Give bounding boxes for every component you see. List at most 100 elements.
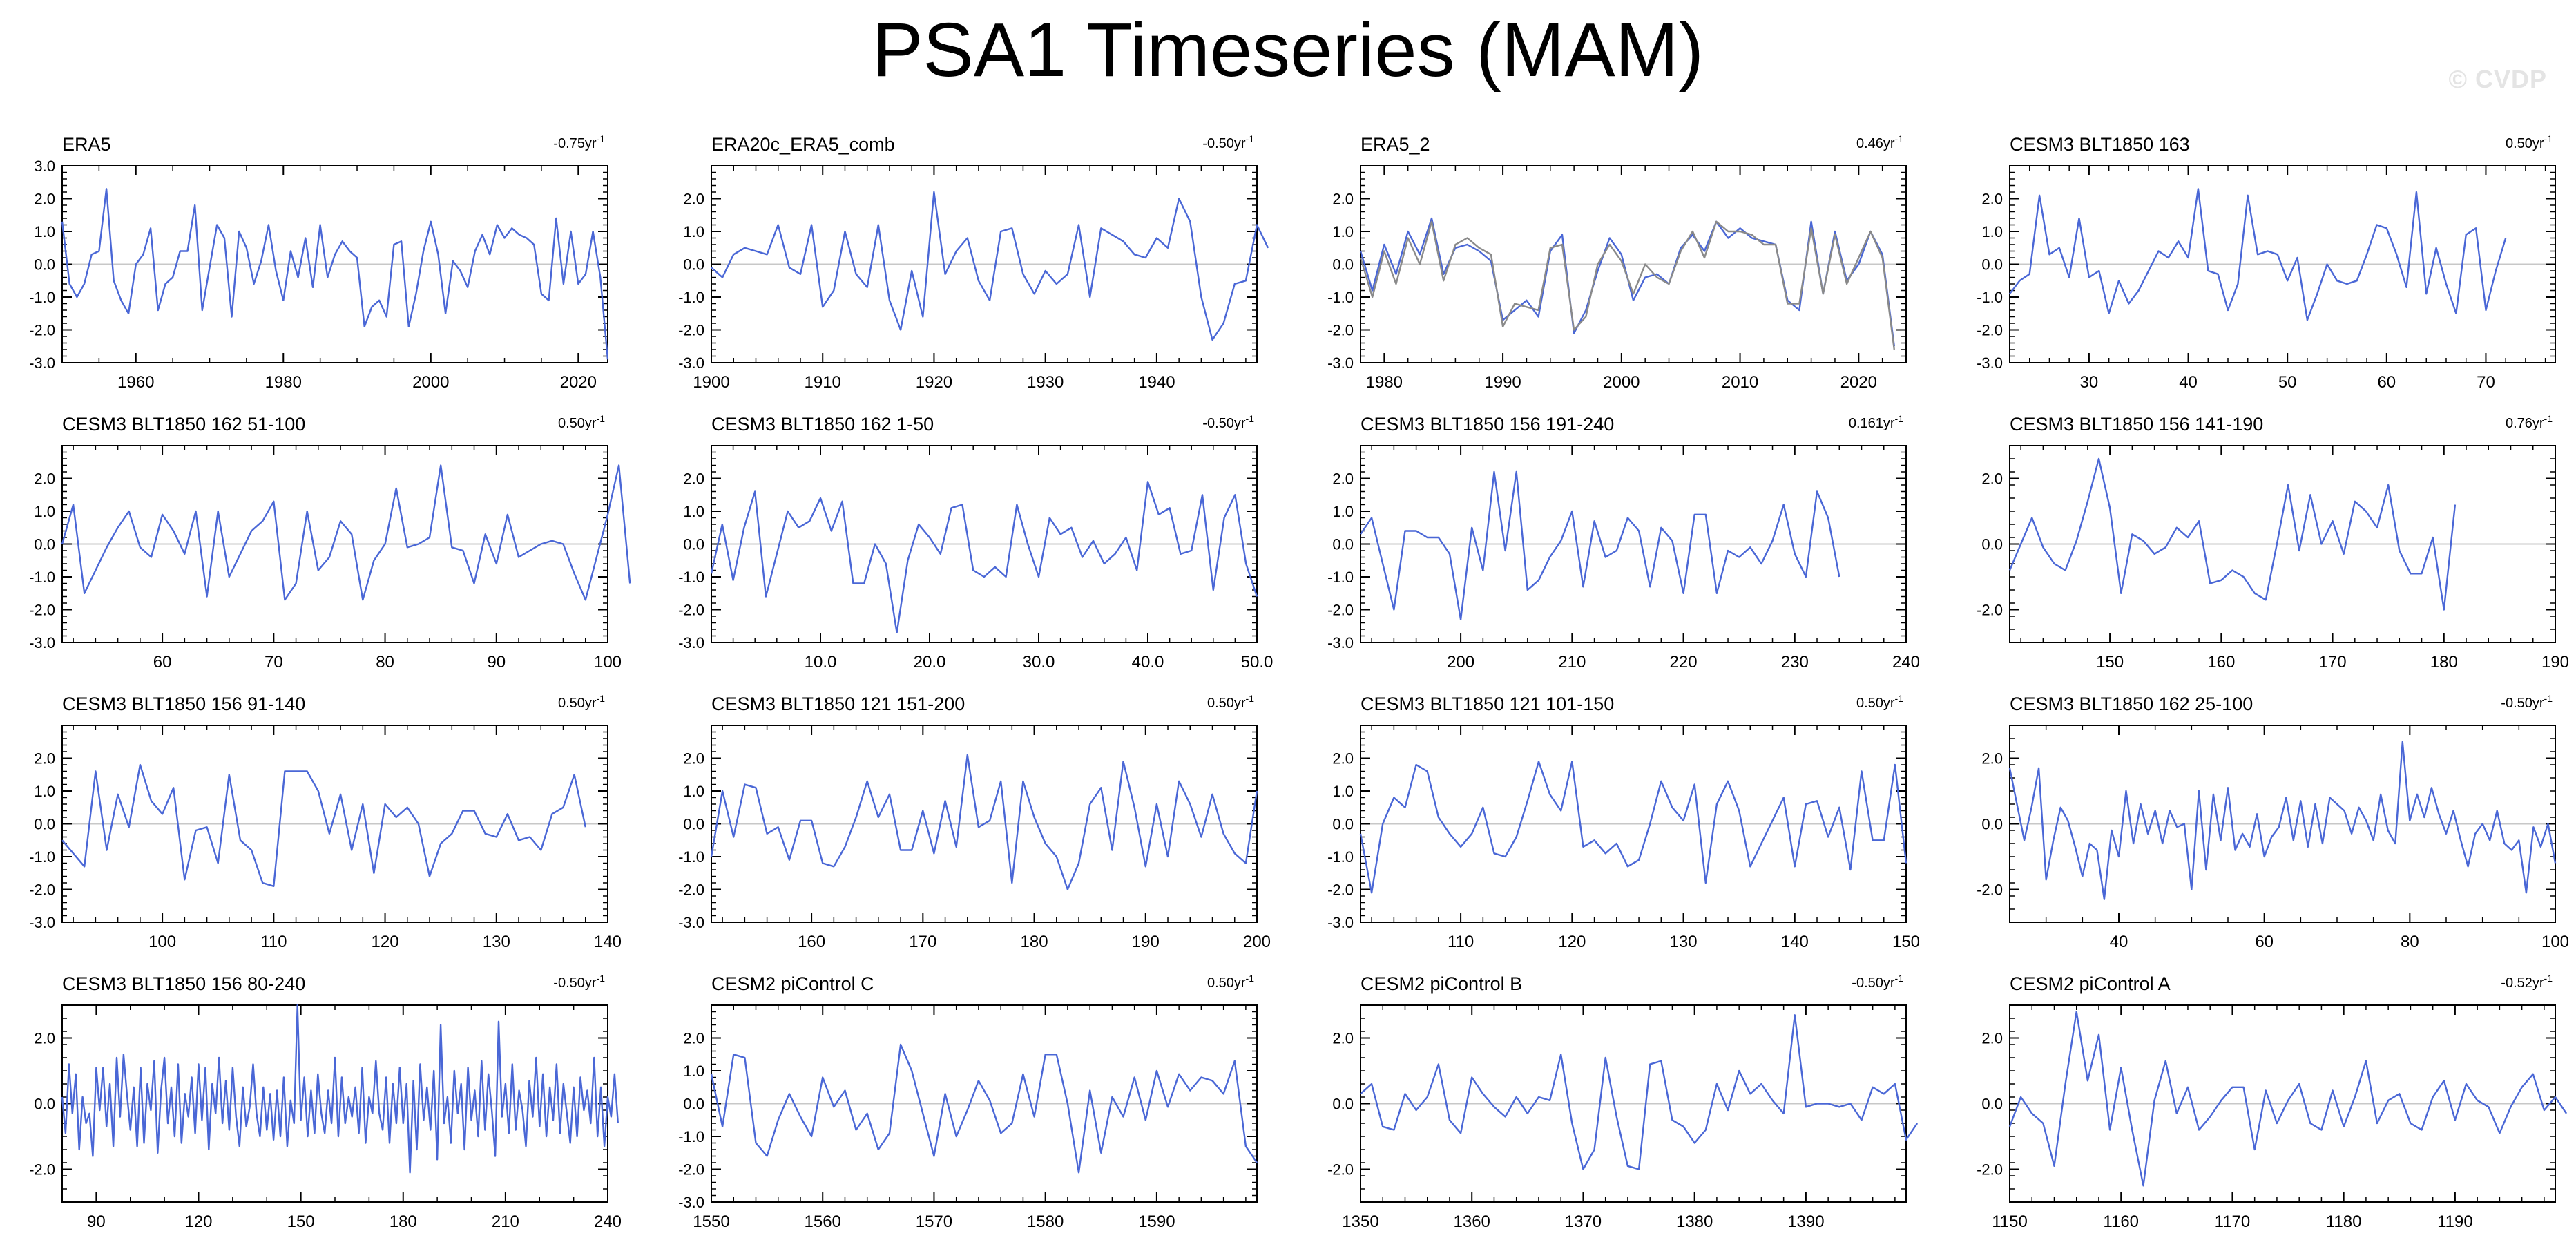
y-tick-label: -2.0 (29, 602, 55, 619)
trend-label: 0.46yr-1 (1856, 133, 1903, 151)
y-tick-label: -1.0 (1977, 289, 2003, 306)
x-tick-label: 1920 (916, 373, 952, 392)
x-tick-label: 2010 (1722, 373, 1758, 392)
y-tick-label: -1.0 (29, 289, 55, 306)
series-line (710, 754, 1258, 890)
y-tick-label: -2.0 (1977, 1161, 2003, 1179)
y-tick-label: 1.0 (1332, 503, 1354, 520)
y-tick-label: 1.0 (34, 503, 55, 520)
x-tick-label: 1900 (693, 373, 729, 392)
chart-title: CESM2 piControl B (1361, 973, 1522, 994)
y-tick-label: 1.0 (1981, 223, 2003, 240)
x-tick-label: 1590 (1138, 1212, 1175, 1231)
series-line (1360, 470, 1840, 620)
y-tick-label: 0.0 (683, 1096, 704, 1113)
y-tick-label: -3.0 (678, 354, 704, 372)
y-tick-label: 2.0 (1332, 1030, 1354, 1047)
x-tick-label: 1980 (1366, 373, 1403, 392)
y-tick-label: 0.0 (1332, 256, 1354, 274)
x-tick-label: 1960 (117, 373, 154, 392)
y-tick-label: -1.0 (678, 569, 704, 586)
series-line (2009, 188, 2507, 321)
x-tick-label: 60 (2377, 373, 2396, 392)
y-tick-label: 1.0 (683, 223, 704, 240)
x-tick-label: 1150 (1992, 1212, 2028, 1231)
chart-title: CESM3 BLT1850 156 141-190 (2010, 414, 2263, 435)
y-tick-label: -2.0 (1977, 322, 2003, 339)
trend-label: -0.50yr-1 (2501, 693, 2553, 711)
chart-title: CESM3 BLT1850 121 151-200 (711, 694, 965, 714)
x-tick-label: 140 (1781, 933, 1809, 951)
x-tick-label: 110 (1448, 933, 1474, 951)
x-tick-label: 170 (2319, 653, 2347, 671)
y-tick-label: 2.0 (1981, 191, 2003, 208)
y-tick-label: -3.0 (29, 914, 55, 931)
y-tick-label: -1.0 (29, 848, 55, 866)
y-tick-label: -1.0 (1327, 289, 1354, 306)
chart-title: CESM3 BLT1850 162 1-50 (711, 414, 934, 435)
chart-title: ERA5 (62, 134, 111, 155)
y-tick-label: 0.0 (1981, 1096, 2003, 1113)
x-tick-label: 1380 (1676, 1212, 1713, 1231)
y-tick-label: -3.0 (1327, 354, 1354, 372)
series-line (61, 763, 586, 888)
x-tick-label: 180 (2430, 653, 2458, 671)
y-tick-label: -1.0 (1327, 848, 1354, 866)
series-line (711, 191, 1269, 341)
x-tick-label: 1990 (1484, 373, 1521, 392)
y-tick-label: 2.0 (1981, 1030, 2003, 1047)
x-tick-label: 1160 (2103, 1212, 2139, 1231)
x-tick-label: 1560 (805, 1212, 841, 1231)
y-tick-label: 2.0 (1332, 191, 1354, 208)
trend-label: 0.50yr-1 (558, 413, 605, 431)
y-tick-label: 2.0 (34, 1030, 55, 1047)
chart-title: CESM2 piControl C (711, 973, 874, 994)
x-tick-label: 50 (2278, 373, 2297, 392)
y-tick-label: 2.0 (683, 1030, 704, 1047)
chart-title: CESM3 BLT1850 162 51-100 (62, 414, 305, 435)
y-tick-label: 0.0 (1981, 536, 2003, 553)
chart-panel: CESM3 BLT1850 156 91-140 0.50yr-1 100 110 12… (29, 693, 622, 951)
chart-title: CESM3 BLT1850 162 25-100 (2010, 694, 2253, 714)
y-tick-label: 2.0 (34, 470, 55, 488)
x-tick-label: 210 (492, 1212, 519, 1231)
x-tick-label: 200 (1447, 653, 1474, 671)
x-tick-label: 240 (594, 1212, 622, 1231)
chart-title: CESM3 BLT1850 121 101-150 (1361, 694, 1614, 714)
x-tick-label: 180 (390, 1212, 417, 1231)
y-tick-label: -3.0 (1327, 914, 1354, 931)
x-tick-label: 70 (265, 653, 283, 671)
trend-label: 0.50yr-1 (1207, 973, 1254, 991)
chart-title: CESM3 BLT1850 156 80-240 (62, 973, 305, 994)
y-tick-label: -1.0 (678, 848, 704, 866)
x-tick-label: 1930 (1027, 373, 1064, 392)
x-tick-label: 40 (2179, 373, 2198, 392)
y-tick-label: 2.0 (683, 191, 704, 208)
y-tick-label: -2.0 (678, 322, 704, 339)
x-tick-label: 210 (1558, 653, 1586, 671)
x-tick-label: 60 (2255, 933, 2274, 951)
x-tick-label: 150 (287, 1212, 315, 1231)
y-tick-label: -2.0 (29, 322, 55, 339)
x-tick-label: 100 (148, 933, 176, 951)
series-line (2008, 741, 2557, 901)
y-tick-label: -3.0 (678, 1194, 704, 1211)
y-tick-label: 0.0 (34, 816, 55, 833)
y-tick-label: 0.0 (683, 256, 704, 274)
y-tick-label: 0.0 (683, 816, 704, 833)
x-tick-label: 120 (1558, 933, 1586, 951)
series-line (2008, 457, 2457, 611)
x-tick-label: 170 (909, 933, 936, 951)
y-tick-label: 1.0 (683, 1062, 704, 1080)
x-tick-label: 1170 (2215, 1212, 2251, 1231)
x-tick-label: 70 (2477, 373, 2495, 392)
chart-title: CESM3 BLT1850 163 (2010, 134, 2190, 155)
y-tick-label: -1.0 (678, 1128, 704, 1145)
y-tick-label: -2.0 (1977, 881, 2003, 899)
x-tick-label: 20.0 (914, 653, 946, 671)
x-tick-label: 1180 (2326, 1212, 2362, 1231)
x-tick-label: 40.0 (1132, 653, 1164, 671)
y-tick-label: -2.0 (678, 881, 704, 899)
series-line (710, 1043, 1258, 1174)
x-tick-label: 100 (2541, 933, 2569, 951)
